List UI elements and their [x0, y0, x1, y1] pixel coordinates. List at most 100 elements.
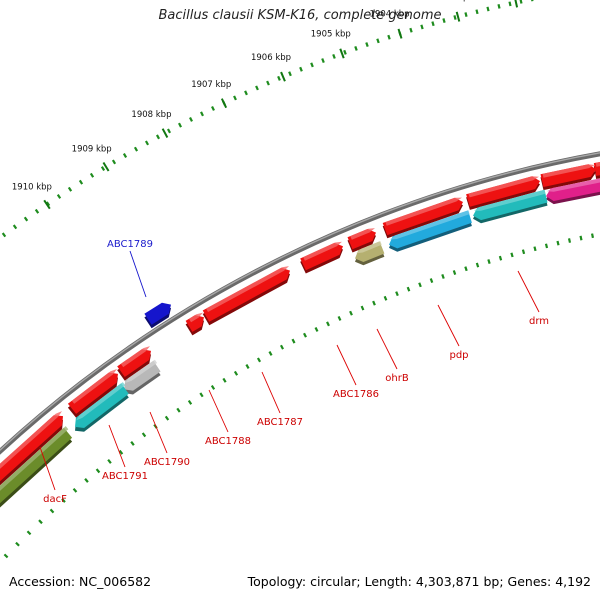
outer-minor-tick — [23, 216, 29, 222]
kbp-label: 1910 kbp — [12, 183, 52, 193]
inner-minor-tick — [510, 252, 514, 258]
outer-minor-tick — [332, 53, 336, 59]
inner-minor-tick — [395, 291, 399, 297]
gene-label: drm — [529, 316, 549, 327]
outer-minor-tick — [277, 75, 281, 81]
inner-minor-tick — [222, 377, 227, 383]
inner-minor-tick — [279, 344, 285, 350]
outer-minor-tick — [376, 38, 380, 44]
backbone-layer — [0, 151, 600, 455]
inner-minor-tick — [95, 468, 101, 474]
inner-minor-tick — [15, 541, 20, 547]
kbp-label: 1905 kbp — [311, 30, 351, 40]
gene-leader-line — [376, 328, 398, 370]
inner-minor-tick — [130, 441, 135, 446]
outer-minor-tick — [200, 111, 204, 117]
gene-highlight — [468, 176, 539, 198]
outer-minor-tick — [12, 224, 18, 230]
inner-minor-tick — [441, 274, 445, 279]
inner-minor-tick — [337, 315, 342, 321]
inner-minor-tick — [498, 255, 503, 261]
kbp-label: 1907 kbp — [191, 80, 231, 90]
gene-arrow — [382, 197, 463, 236]
kbp-label: 1908 kbp — [131, 110, 171, 120]
gene-highlight — [189, 312, 203, 323]
inner-minor-tick — [464, 266, 468, 272]
outer-minor-tick — [343, 49, 347, 55]
inner-minor-tick — [26, 530, 32, 536]
kbp-major-tick — [514, 0, 519, 8]
inner-minor-tick — [533, 246, 537, 252]
inner-minor-tick — [487, 259, 491, 264]
gene-leader-line — [39, 446, 56, 491]
gene-label: ABC1789 — [107, 239, 153, 250]
kbp-major-tick — [455, 11, 461, 22]
outer-minor-tick — [78, 179, 84, 185]
outer-minor-tick — [420, 24, 424, 30]
kbp-major-tick — [102, 161, 110, 172]
gene-arrow — [75, 383, 129, 428]
gene-highlight — [474, 189, 546, 211]
gene-arrow — [117, 349, 151, 377]
inner-minor-tick — [544, 243, 549, 249]
genome-summary-text: Topology: circular; Length: 4,303,871 bp… — [247, 574, 591, 589]
outer-minor-tick — [464, 12, 468, 17]
outer-minor-tick — [310, 62, 314, 68]
outer-minor-tick — [34, 208, 40, 214]
outer-minor-tick — [519, 0, 523, 4]
inner-minor-tick — [245, 364, 250, 369]
gene-highlight — [390, 210, 470, 240]
inner-minor-tick — [303, 332, 307, 338]
outer-minor-tick — [144, 140, 150, 146]
inner-minor-tick — [199, 392, 204, 398]
outer-minor-tick — [189, 116, 193, 122]
outer-minor-tick — [56, 194, 62, 199]
gene-arrow — [300, 242, 343, 271]
gene-highlight — [385, 197, 462, 226]
gene-arrow — [144, 302, 171, 325]
outer-minor-tick — [486, 6, 490, 12]
gene-label: ABC1790 — [144, 457, 190, 468]
inner-minor-tick — [452, 270, 457, 275]
kbp-major-tick — [43, 199, 51, 210]
outer-minor-tick — [431, 21, 435, 27]
gene-arrow — [202, 267, 290, 322]
inner-minor-tick — [268, 351, 273, 356]
gene-leader-line — [517, 270, 540, 313]
gene-arrow — [0, 427, 73, 504]
outer-minor-tick — [475, 9, 479, 15]
gene-highlight — [0, 426, 69, 491]
kbp-major-tick — [161, 128, 169, 138]
inner-minor-tick — [141, 432, 147, 438]
gene-leader-line — [261, 371, 281, 414]
gene-highlight — [547, 178, 600, 192]
gene-highlight — [71, 369, 117, 404]
gene-highlight — [542, 164, 595, 178]
kbp-label: 1909 kbp — [72, 144, 112, 154]
outer-minor-tick — [531, 0, 534, 2]
gene-highlight — [120, 346, 150, 368]
inner-minor-tick — [314, 326, 319, 332]
inner-minor-tick — [360, 305, 365, 311]
gene-label: ohrB — [385, 373, 409, 384]
gene-label: dacF — [43, 494, 67, 505]
outer-minor-tick — [1, 232, 7, 238]
accession-text: Accession: NC_006582 — [9, 574, 152, 589]
inner-minor-tick — [567, 238, 572, 243]
gene-highlight — [125, 359, 158, 383]
gene-label: ABC1787 — [257, 417, 303, 428]
outer-minor-tick — [288, 71, 292, 77]
gene-highlight — [356, 241, 382, 254]
outer-minor-tick — [299, 66, 303, 72]
inner-minor-tick — [233, 370, 239, 376]
gene-arrow — [124, 360, 161, 391]
outer-minor-tick — [89, 172, 95, 178]
outer-minor-tick — [122, 153, 128, 158]
inner-minor-tick — [372, 300, 376, 306]
kbp-major-tick — [280, 71, 286, 82]
outer-minor-tick — [45, 201, 51, 207]
inner-minor-tick — [579, 235, 583, 241]
kbp-label: 1904 kbp — [370, 10, 410, 20]
